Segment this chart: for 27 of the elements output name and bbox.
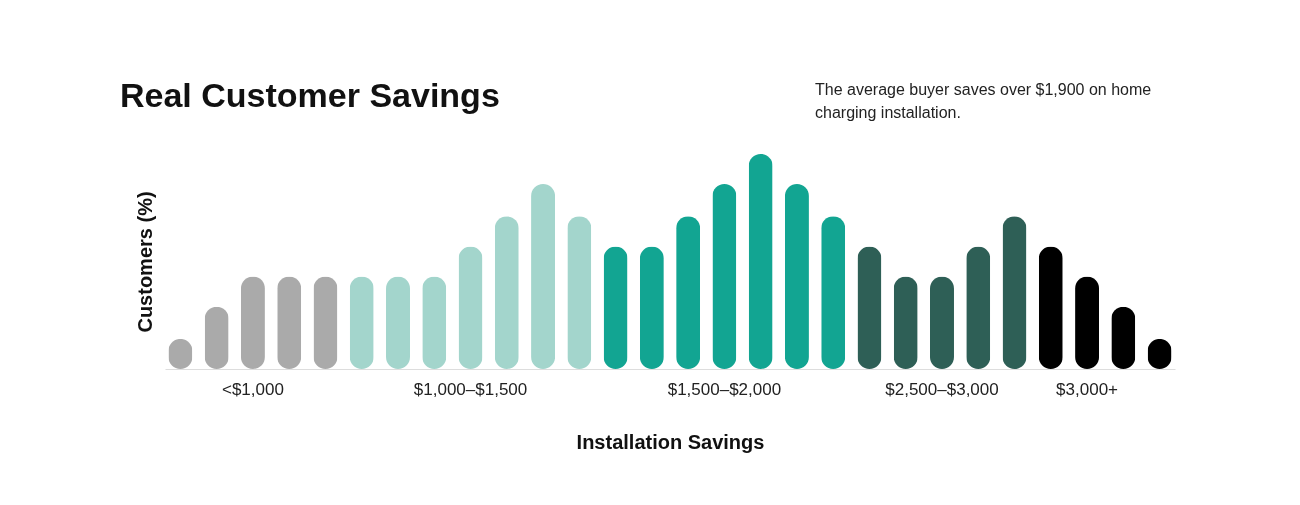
bar xyxy=(784,184,809,369)
bar xyxy=(748,154,773,369)
y-axis-title: Customers (%) xyxy=(133,191,156,333)
bar xyxy=(349,276,374,369)
x-tick-label: $3,000+ xyxy=(1056,379,1119,399)
x-tick-label: <$1,000 xyxy=(221,379,284,399)
bar xyxy=(603,246,628,369)
bar xyxy=(893,276,918,369)
bar xyxy=(422,276,447,369)
x-axis-title: Installation Savings xyxy=(576,430,765,453)
bar xyxy=(712,184,737,369)
bar xyxy=(458,246,483,369)
bar xyxy=(639,246,664,369)
bar xyxy=(1002,216,1027,369)
bar xyxy=(821,216,846,369)
bar xyxy=(567,216,592,369)
x-tick-label: $1,000–$1,500 xyxy=(413,379,528,399)
text: The average buyer saves over $1,900 on home charging installation. xyxy=(815,80,1153,123)
bar xyxy=(494,216,519,369)
bar xyxy=(857,246,882,369)
bar xyxy=(1038,246,1063,369)
x-tick-label: $2,500–$3,000 xyxy=(885,379,999,399)
chart-title: Real Customer Savings xyxy=(120,76,500,114)
bar xyxy=(531,184,556,369)
bar xyxy=(676,216,701,369)
bar xyxy=(966,246,991,369)
x-tick-label: $1,500–$2,000 xyxy=(667,379,782,399)
